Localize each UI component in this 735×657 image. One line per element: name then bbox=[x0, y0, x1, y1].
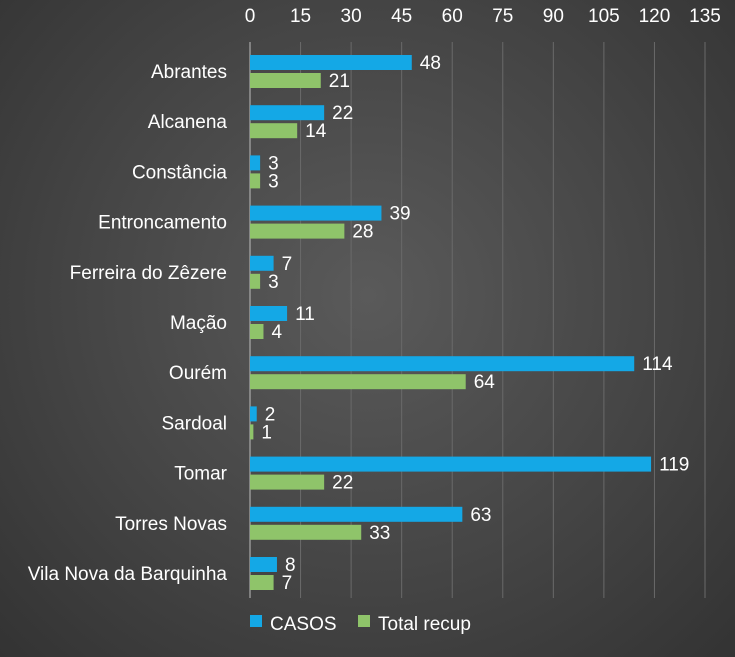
x-tick-label: 0 bbox=[245, 6, 256, 27]
data-label: 22 bbox=[332, 103, 353, 124]
data-label: 33 bbox=[369, 523, 390, 544]
bar-total-recup-constancia bbox=[250, 173, 261, 189]
data-label: 8 bbox=[285, 555, 296, 576]
bar-total-recup-macao bbox=[250, 324, 264, 339]
legend-swatch-casos bbox=[250, 615, 262, 627]
bar-casos-ourem bbox=[250, 356, 635, 372]
data-label: 22 bbox=[332, 473, 353, 494]
category-label: Ferreira do Zêzere bbox=[70, 263, 227, 284]
data-label: 64 bbox=[474, 372, 496, 393]
bar-casos-vila-nova-da-barquinha bbox=[250, 557, 277, 572]
data-label: 63 bbox=[470, 505, 491, 526]
x-tick-label: 30 bbox=[341, 6, 362, 27]
bar-casos-macao bbox=[250, 306, 288, 321]
bar-casos-abrantes bbox=[250, 55, 412, 70]
category-label: Tomar bbox=[174, 464, 227, 485]
bar-total-recup-ourem bbox=[250, 374, 466, 390]
category-labels: Abrantes Alcanena Constância Entroncamento F… bbox=[28, 62, 228, 585]
x-tick-label: 45 bbox=[391, 6, 412, 27]
data-label: 28 bbox=[352, 222, 373, 243]
bar-casos-torres-novas bbox=[250, 506, 463, 522]
bar-casos-ferreira-do-zezere bbox=[250, 255, 274, 271]
bar-total-recup-ferreira-do-zezere bbox=[250, 273, 261, 289]
bar-casos-constancia bbox=[250, 155, 261, 171]
category-label: Constância bbox=[132, 162, 227, 183]
x-axis-ticks: 0 15 30 45 60 75 90 105 120 135 bbox=[245, 6, 721, 27]
data-label: 4 bbox=[271, 322, 282, 343]
category-label: Entroncamento bbox=[98, 213, 227, 234]
category-label: Torres Novas bbox=[115, 514, 227, 535]
x-tick-label: 60 bbox=[442, 6, 463, 27]
bar-total-recup-sardoal bbox=[250, 424, 254, 440]
bar-total-recup-alcanena bbox=[250, 123, 298, 139]
data-label: 119 bbox=[659, 455, 689, 476]
legend: CASOS Total recup bbox=[250, 614, 471, 635]
x-tick-label: 75 bbox=[492, 6, 513, 27]
bar-total-recup-torres-novas bbox=[250, 524, 362, 540]
data-label: 48 bbox=[420, 53, 441, 74]
bar-casos-tomar bbox=[250, 456, 652, 472]
bar-total-recup-tomar bbox=[250, 474, 325, 490]
bar-casos-sardoal bbox=[250, 406, 257, 422]
gridlines bbox=[249, 42, 706, 598]
data-label: 21 bbox=[329, 71, 350, 92]
category-label: Ourém bbox=[169, 363, 227, 384]
data-label: 11 bbox=[295, 304, 315, 325]
bar-casos-entroncamento bbox=[250, 205, 382, 221]
legend-label-casos: CASOS bbox=[270, 614, 337, 635]
data-label: 7 bbox=[282, 254, 293, 275]
x-tick-label: 105 bbox=[588, 6, 620, 27]
x-tick-label: 120 bbox=[639, 6, 671, 27]
category-label: Mação bbox=[170, 313, 227, 334]
x-tick-label: 15 bbox=[290, 6, 311, 27]
x-tick-label: 90 bbox=[543, 6, 564, 27]
data-label: 14 bbox=[305, 121, 327, 142]
bars bbox=[250, 55, 652, 590]
data-label: 7 bbox=[282, 573, 293, 594]
data-label: 2 bbox=[265, 404, 276, 425]
x-tick-label: 135 bbox=[689, 6, 721, 27]
legend-swatch-total-recup bbox=[358, 615, 370, 627]
bar-casos-alcanena bbox=[250, 105, 325, 121]
category-label: Sardoal bbox=[162, 413, 228, 434]
data-label: 114 bbox=[642, 354, 673, 375]
data-label: 3 bbox=[268, 171, 279, 192]
bar-total-recup-entroncamento bbox=[250, 223, 345, 239]
bar-total-recup-abrantes bbox=[250, 73, 321, 88]
category-label: Alcanena bbox=[148, 112, 228, 133]
bar-total-recup-vila-nova-da-barquinha bbox=[250, 575, 274, 590]
data-label: 39 bbox=[389, 204, 410, 225]
data-label: 1 bbox=[261, 422, 272, 443]
data-label: 3 bbox=[268, 153, 279, 174]
category-label: Vila Nova da Barquinha bbox=[28, 564, 228, 585]
legend-label-total-recup: Total recup bbox=[378, 614, 471, 635]
data-label: 3 bbox=[268, 272, 279, 293]
category-label: Abrantes bbox=[151, 62, 227, 83]
